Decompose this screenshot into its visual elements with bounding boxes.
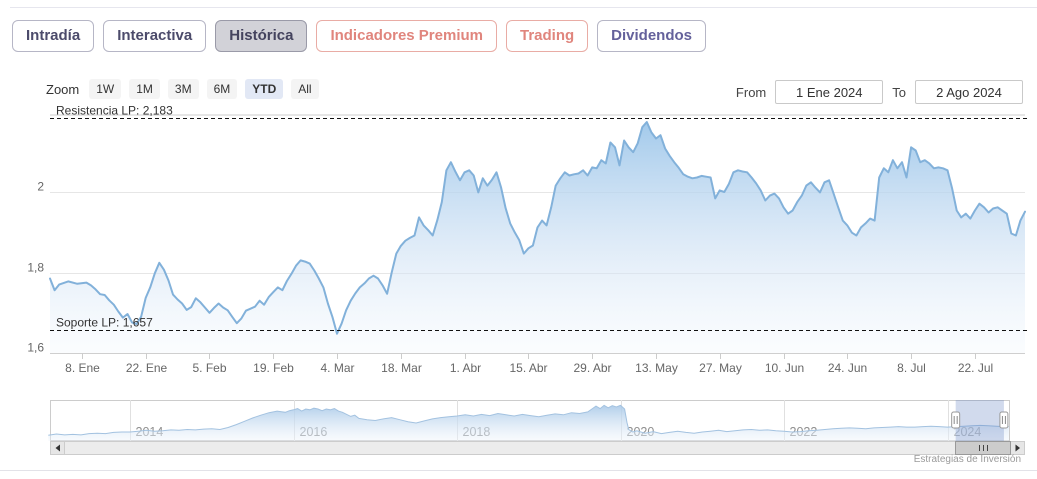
zoom-button-3m[interactable]: 3M xyxy=(167,79,199,99)
credits-link[interactable]: Estrategias de Inversión xyxy=(913,454,1021,465)
right-arrow-icon xyxy=(1015,444,1020,452)
x-axis-label: 27. May xyxy=(699,361,742,375)
x-axis-label: 15. Abr xyxy=(509,361,547,375)
x-axis-label: 29. Abr xyxy=(573,361,611,375)
x-axis-label: 1. Abr xyxy=(450,361,481,375)
tab-dividendos[interactable]: Dividendos xyxy=(597,20,707,52)
tab-historica[interactable]: Histórica xyxy=(215,20,308,52)
tab-interactiva[interactable]: Interactiva xyxy=(103,20,207,52)
to-date-input[interactable] xyxy=(915,80,1023,104)
navigator-handle-right[interactable] xyxy=(999,411,1009,429)
x-axis-label: 10. Jun xyxy=(765,361,804,375)
y-axis-label: 1,6 xyxy=(27,341,44,355)
navigator: 201420162018202020222024 xyxy=(48,400,1010,441)
navigator-line xyxy=(48,404,1009,436)
zoom-label: Zoom xyxy=(46,81,80,97)
main-plot-area: 2 1,8 1,6 8. Ene 22. Ene 5. Feb 19. Feb 4. Mar 1… xyxy=(27,104,1030,375)
to-label: To xyxy=(892,84,906,100)
from-label: From xyxy=(735,84,767,100)
bottom-divider xyxy=(0,470,1037,471)
price-line xyxy=(49,121,1026,335)
resistance-line-label: Resistencia LP: 2,183 xyxy=(56,104,173,118)
x-axis-label: 4. Mar xyxy=(320,361,354,375)
x-axis-label: 5. Feb xyxy=(192,361,226,375)
navigator-area-fill xyxy=(48,405,1009,441)
top-divider xyxy=(10,7,1037,8)
zoom-button-1m[interactable]: 1M xyxy=(129,79,160,99)
x-axis-label: 24. Jun xyxy=(828,361,867,375)
x-axis-label: 8. Jul xyxy=(897,361,926,375)
tab-trading[interactable]: Trading xyxy=(506,20,589,52)
tab-intradia[interactable]: Intradía xyxy=(12,20,95,52)
scrollbar-thumb[interactable] xyxy=(955,441,1011,455)
x-axis-label: 18. Mar xyxy=(381,361,422,375)
scrollbar-right-arrow-button[interactable] xyxy=(1010,441,1025,455)
tab-indicadores-premium[interactable]: Indicadores Premium xyxy=(316,20,497,52)
navigator-handle-left[interactable] xyxy=(951,411,961,429)
date-range-controls: From To xyxy=(736,80,1023,104)
x-axis-label: 22. Ene xyxy=(126,361,168,375)
chart-type-tabs: Intradía Interactiva Histórica Indicador… xyxy=(12,20,707,52)
scrollbar-left-arrow-button[interactable] xyxy=(50,441,65,455)
zoom-controls: Zoom 1W 1M 3M 6M YTD All xyxy=(46,79,319,99)
x-axis-label: 8. Ene xyxy=(65,361,100,375)
y-axis-label: 1,8 xyxy=(27,261,44,275)
x-axis-label: 13. May xyxy=(635,361,678,375)
zoom-button-1w[interactable]: 1W xyxy=(89,79,122,99)
zoom-button-all[interactable]: All xyxy=(291,79,319,99)
x-axis-label: 22. Jul xyxy=(958,361,993,375)
x-axis-label: 19. Feb xyxy=(253,361,294,375)
navigator-selected-range[interactable] xyxy=(955,400,1004,441)
support-line-label: Soporte LP: 1,657 xyxy=(56,316,153,330)
y-axis-label: 2 xyxy=(37,180,44,194)
zoom-button-6m[interactable]: 6M xyxy=(206,79,238,99)
zoom-button-ytd[interactable]: YTD xyxy=(245,79,284,99)
scrollbar xyxy=(50,441,1025,455)
scrollbar-track[interactable] xyxy=(64,441,1011,455)
left-arrow-icon xyxy=(55,444,60,452)
from-date-input[interactable] xyxy=(775,80,884,104)
price-area-fill xyxy=(50,122,1025,353)
